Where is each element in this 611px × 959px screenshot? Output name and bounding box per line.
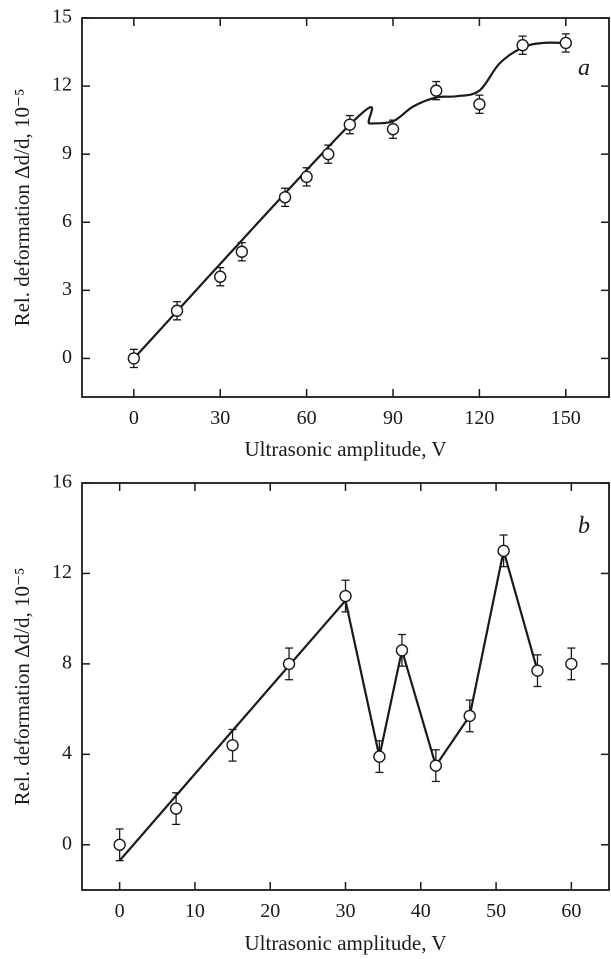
y-tick-label: 12 [52,74,72,96]
y-tick-label: 6 [62,210,72,232]
panel-label: b [578,513,590,539]
panel-b: b Ultrasonic amplitude, V Rel. deformati… [10,471,610,955]
y-axis-title: Rel. deformation Δd/d, 10⁻⁵ [10,89,34,327]
data-point [343,118,357,131]
data-point [300,170,313,184]
data-points [113,534,578,862]
data-point [429,759,443,772]
x-tick-label: 0 [115,900,125,922]
data-point [282,657,296,671]
fit-curve [118,549,539,862]
data-point [373,750,386,763]
x-tick-label: 10 [185,900,205,922]
y-axis-title: Rel. deformation Δd/d, 10⁻⁵ [10,568,34,806]
x-tick-label: 120 [464,407,494,429]
y-tick-label: 3 [62,278,72,300]
data-point [516,39,529,52]
x-tick-label: 150 [551,407,581,429]
axis-ticks: 0 30 60 90 120 150 0 3 6 9 12 15 [52,6,609,429]
data-point [430,84,443,97]
data-point [339,589,352,603]
data-points [127,33,573,369]
data-point [169,802,183,815]
data-point [559,36,573,50]
panel-label: a [578,55,590,81]
data-point [214,270,227,283]
data-point [497,544,510,558]
data-point [127,352,141,365]
data-point [386,123,400,136]
data-point [531,664,544,677]
data-point [395,644,409,657]
y-tick-label: 0 [62,346,72,368]
x-tick-label: 40 [411,900,431,922]
x-axis-title: Ultrasonic amplitude, V [245,437,447,461]
x-tick-label: 0 [129,407,139,429]
x-tick-label: 20 [260,900,280,922]
y-tick-label: 0 [62,832,72,854]
x-tick-label: 90 [383,407,403,429]
y-tick-label: 15 [52,6,72,28]
x-tick-label: 30 [210,407,230,429]
x-tick-label: 50 [486,900,506,922]
data-point [565,657,578,671]
plot-frame [81,17,610,398]
data-point [473,98,486,111]
y-tick-label: 4 [62,742,72,764]
panel-a: a Ultrasonic amplitude, V Rel. deformati… [10,6,610,461]
data-point [322,147,335,161]
y-tick-label: 12 [52,561,72,583]
plot-frame [81,482,610,891]
y-tick-label: 9 [62,142,72,164]
data-point [170,304,184,317]
data-point [278,191,292,204]
x-tick-label: 60 [297,407,317,429]
x-axis-title: Ultrasonic amplitude, V [245,931,447,955]
fit-curve-layer [118,549,539,862]
y-tick-label: 16 [52,471,72,493]
y-tick-label: 8 [62,651,72,673]
axis-ticks: 0 10 20 30 40 50 60 0 4 8 12 16 [52,471,609,922]
x-tick-label: 60 [561,900,581,922]
x-tick-label: 30 [336,900,356,922]
data-point [463,709,476,723]
fit-curve [133,41,566,360]
fit-curve-layer [133,41,566,360]
data-point [226,739,239,752]
data-point [113,838,126,851]
data-point [235,245,249,258]
